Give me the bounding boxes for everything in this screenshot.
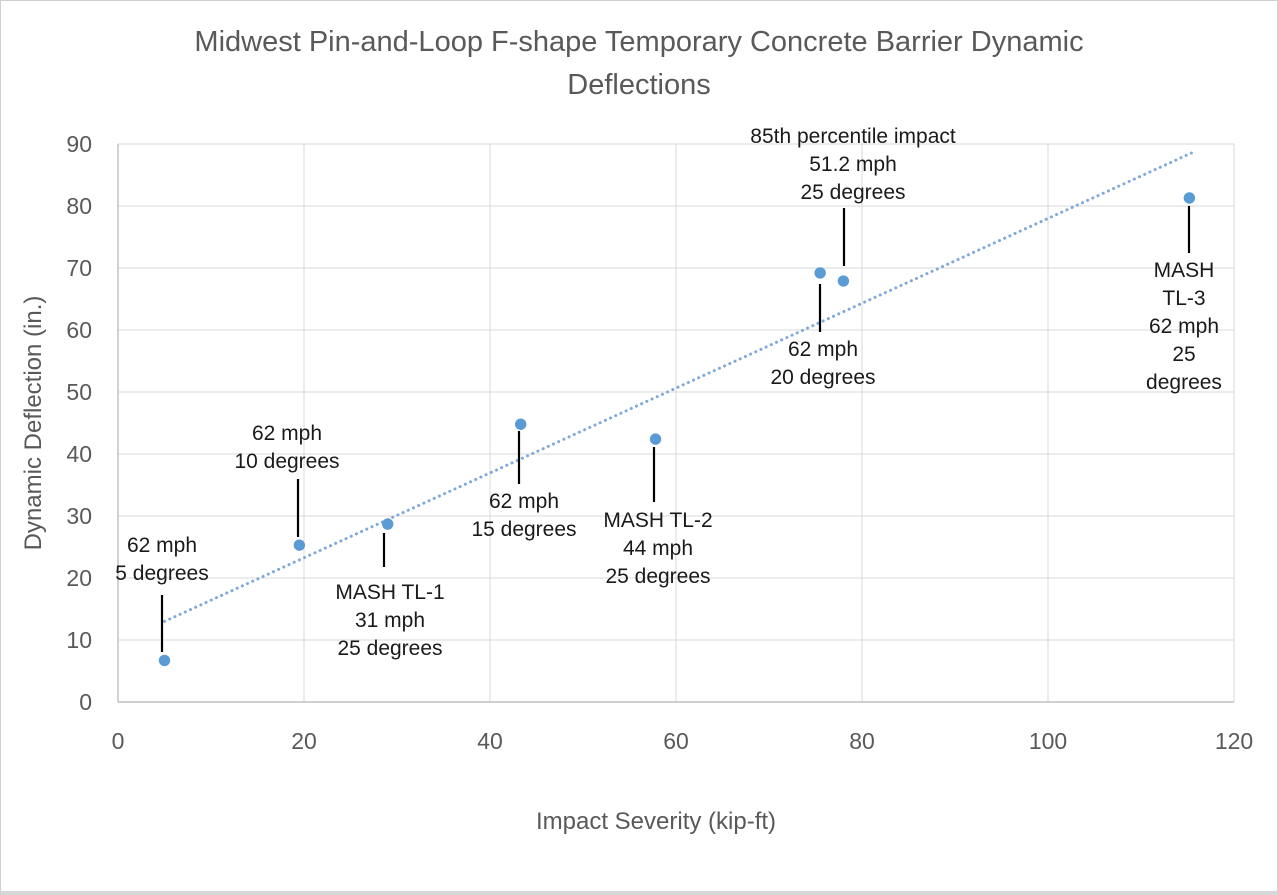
data-point (158, 654, 171, 667)
data-point (1183, 192, 1196, 204)
data-point (649, 433, 662, 445)
x-axis-title: Impact Severity (kip-ft) (535, 808, 777, 835)
data-point (293, 539, 306, 551)
data-point (814, 267, 826, 279)
chart-title-line-2: Deflections (567, 69, 711, 101)
chart-title: Midwest Pin-and-Loop F-shape Temporary C… (1, 21, 1277, 107)
trendline (163, 151, 1194, 623)
chart-title-line-1: Midwest Pin-and-Loop F-shape Temporary C… (194, 26, 1084, 58)
data-point (837, 275, 850, 287)
data-point (514, 418, 527, 430)
data-point (382, 518, 394, 530)
